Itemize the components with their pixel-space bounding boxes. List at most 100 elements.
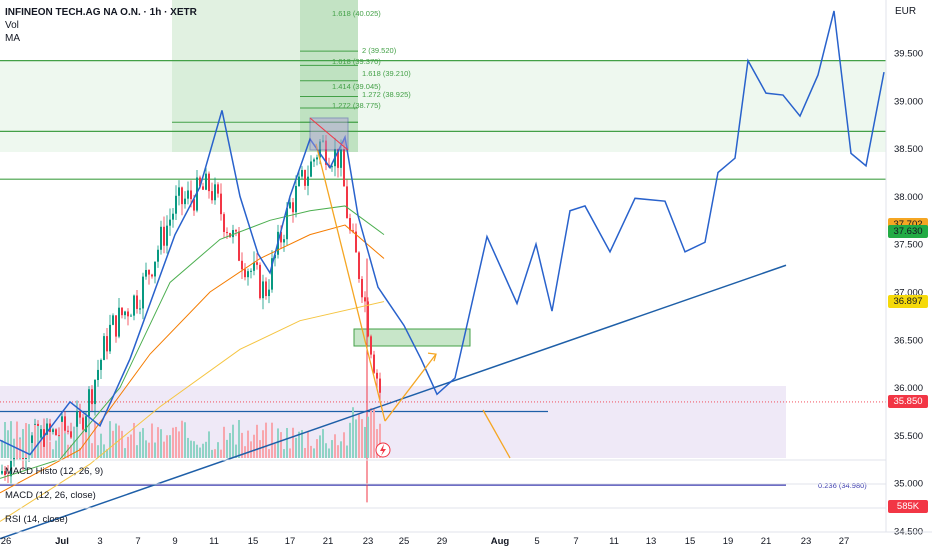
- candle-body: [202, 186, 204, 190]
- volume-bar: [184, 422, 186, 458]
- candle-body: [349, 218, 351, 231]
- ma-label[interactable]: MA: [5, 33, 20, 44]
- volume-bar: [349, 422, 351, 458]
- candle-body: [331, 166, 333, 168]
- volume-bar: [235, 444, 237, 458]
- volume-bar: [145, 440, 147, 458]
- volume-bar: [127, 436, 129, 458]
- x-tick-label: 26: [1, 536, 12, 547]
- volume-bar: [319, 435, 321, 458]
- candle-body: [88, 389, 90, 417]
- y-tick-label: 36.000: [894, 383, 923, 394]
- y-tick-label: 35.500: [894, 431, 923, 442]
- candle-body: [289, 202, 291, 209]
- candle-body: [166, 225, 168, 246]
- volume-bar: [355, 419, 357, 458]
- volume-bar: [190, 440, 192, 458]
- x-tick-label: 29: [437, 536, 448, 547]
- volume-bar: [265, 422, 267, 458]
- candle-body: [148, 269, 150, 275]
- candle-body: [64, 416, 66, 431]
- candle-body: [145, 269, 147, 277]
- y-tick-label: 38.500: [894, 144, 923, 155]
- volume-bar: [67, 444, 69, 458]
- candle-body: [286, 208, 288, 240]
- y-axis: 39.500 39.000 38.500 38.000 37.500 37.000 36.5…: [894, 49, 923, 538]
- x-tick-label: 11: [609, 536, 619, 547]
- candle-body: [55, 429, 57, 436]
- volume-bar: [79, 447, 81, 458]
- candle-body: [295, 185, 297, 213]
- upper-zone-fill: [0, 60, 886, 152]
- volume-bar: [130, 434, 132, 458]
- candle-body: [124, 311, 126, 316]
- volume-bar: [76, 426, 78, 458]
- volume-label[interactable]: Vol: [5, 20, 19, 31]
- volume-bar: [256, 424, 258, 458]
- volume-bar: [202, 443, 204, 458]
- projection-path: [0, 10, 885, 456]
- volume-bar: [199, 447, 201, 458]
- volume-bar: [142, 428, 144, 458]
- volume-bar: [109, 421, 111, 458]
- orange-decline-line: [315, 143, 386, 422]
- rsi-label[interactable]: RSI (14, close): [5, 514, 68, 525]
- candle-body: [82, 417, 84, 433]
- x-tick-label: 7: [135, 536, 140, 547]
- volume-bar: [247, 430, 249, 458]
- candle-body: [361, 279, 363, 298]
- horizontal-levels: [0, 50, 886, 486]
- candle-body: [307, 176, 309, 186]
- price-tag-1: 37.630: [888, 225, 928, 239]
- volume-bar: [310, 445, 312, 458]
- candle-body: [259, 264, 261, 299]
- currency-label[interactable]: EUR: [895, 6, 917, 17]
- candle-body: [325, 140, 327, 165]
- x-axis: 26 Jul 3 7 9 11 15 17 21 23 25 29 Aug 5 7 11 13 15 19 21 23 2…: [1, 536, 850, 547]
- volume-bar: [28, 424, 30, 458]
- macd-label[interactable]: MACD (12, 26, close): [5, 490, 96, 501]
- volume-bar: [106, 449, 108, 458]
- candle-body: [268, 289, 270, 297]
- candle-body: [367, 301, 369, 337]
- volume-bar: [49, 441, 51, 458]
- fib-column-dark: [300, 0, 358, 152]
- candle-body: [157, 249, 159, 262]
- volume-bar: [163, 441, 165, 458]
- candle-body: [58, 435, 60, 437]
- candle-body: [136, 295, 138, 309]
- candle-body: [142, 276, 144, 309]
- volume-bar: [376, 429, 378, 458]
- macd-histo-label[interactable]: MACD Histo (12, 26, 9): [5, 466, 104, 477]
- candle-body: [220, 193, 222, 215]
- symbol-title[interactable]: INFINEON TECH.AG NA O.N. · 1h · XETR: [5, 7, 197, 18]
- volume-bar: [193, 441, 195, 458]
- volume-bar: [289, 448, 291, 458]
- candle-body: [304, 170, 306, 186]
- volume-bar: [337, 445, 339, 458]
- x-tick-label: 25: [399, 536, 410, 547]
- volume-bar: [118, 425, 120, 458]
- volume-bar: [22, 429, 24, 458]
- volume-bar: [166, 435, 168, 458]
- candle-body: [1, 471, 3, 474]
- candle-body: [364, 297, 366, 302]
- x-tick-label: 5: [534, 536, 539, 547]
- candle-body: [10, 460, 12, 477]
- fib-label-0236: 0.236 (34.980): [818, 481, 867, 490]
- volume-bar: [91, 443, 93, 458]
- volume-bar: [19, 439, 21, 458]
- volume-bar: [52, 449, 54, 458]
- lightning-icon[interactable]: [375, 442, 391, 458]
- volume-bar: [136, 445, 138, 458]
- volume-bar: [292, 427, 294, 458]
- candle-body: [127, 311, 129, 317]
- candle-body: [298, 176, 300, 186]
- volume-bar: [37, 425, 39, 458]
- volume-bar: [178, 431, 180, 458]
- volume-bar: [328, 448, 330, 458]
- volume-bar: [274, 444, 276, 458]
- candle-body: [118, 307, 120, 337]
- candle-body: [175, 195, 177, 214]
